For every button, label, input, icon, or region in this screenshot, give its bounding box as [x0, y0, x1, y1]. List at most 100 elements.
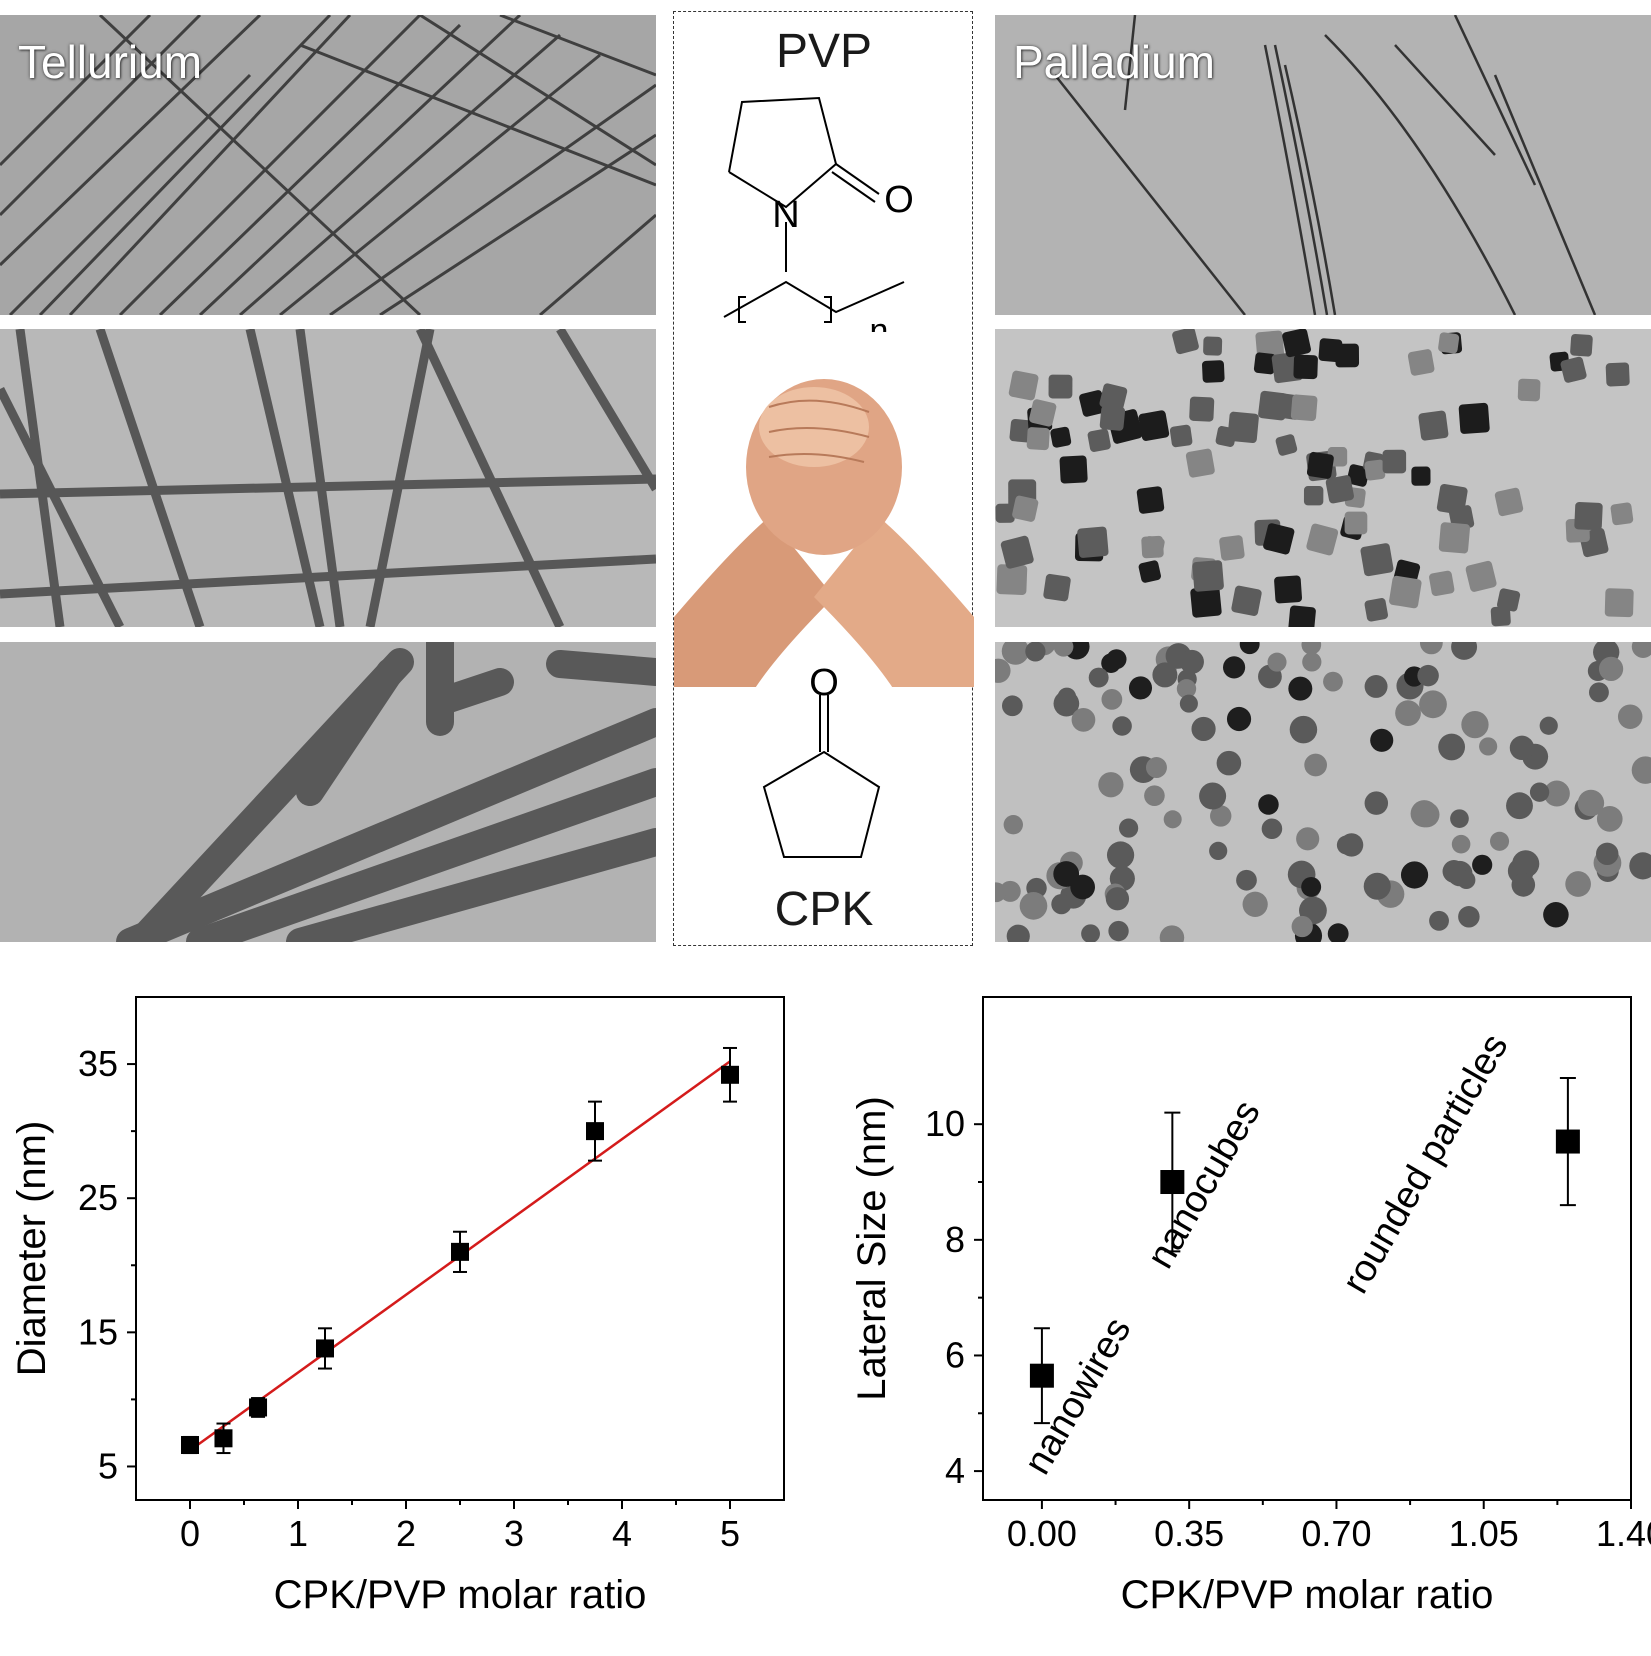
- rounded-particle: [1617, 704, 1643, 729]
- nanocube-particle: [1610, 502, 1634, 526]
- morphology-annotation: nanocubes: [1139, 1093, 1268, 1275]
- rounded-particle: [1001, 695, 1023, 717]
- nanocube-particle: [1605, 362, 1630, 387]
- nanocube-particle: [1303, 486, 1324, 506]
- rounded-particle: [1417, 664, 1439, 687]
- y-axis-label: Diameter (nm): [10, 1121, 54, 1377]
- nanocube-particle: [1436, 484, 1468, 515]
- nanocube-particle: [995, 503, 1015, 523]
- x-tick-label: 1.05: [1449, 1513, 1519, 1554]
- arm-wrestling-illustration: [674, 379, 974, 687]
- nanocube-particle: [1189, 396, 1215, 422]
- rounded-particle: [1191, 716, 1216, 742]
- data-point: [1029, 1363, 1054, 1388]
- rounded-particle: [1163, 810, 1182, 829]
- nanocube-particle: [1306, 451, 1334, 479]
- rounded-particle: [1565, 871, 1591, 897]
- y-tick-label: 35: [78, 1043, 118, 1084]
- nanocube-particle: [996, 564, 1028, 595]
- rounded-particle: [1176, 679, 1197, 699]
- pvp-structure: N O n: [723, 96, 914, 332]
- rounded-particle: [1081, 924, 1100, 942]
- nanocube-particle: [1077, 526, 1109, 558]
- x-tick-label: 4: [612, 1513, 632, 1554]
- rounded-particle: [1145, 757, 1167, 778]
- nanocube-particle: [1138, 560, 1161, 583]
- plot-frame: [982, 996, 1632, 1501]
- rounded-particle: [1457, 870, 1476, 890]
- cpk-label: CPK: [774, 883, 874, 936]
- rounded-particle: [1539, 716, 1558, 735]
- rounded-particle: [1596, 806, 1623, 832]
- rounded-particle: [1419, 690, 1447, 719]
- rounded-particle: [1179, 649, 1204, 674]
- rounded-particle: [1242, 891, 1268, 917]
- rounded-particle: [1289, 715, 1318, 744]
- palladium-micrograph-3: [995, 642, 1651, 942]
- palladium-nanocubes-image: [995, 329, 1651, 627]
- rounded-particle: [1429, 910, 1449, 931]
- rounded-particle: [995, 658, 1011, 683]
- nanocube-particle: [1275, 434, 1298, 456]
- y-axis-label: Lateral Size (nm): [850, 1096, 894, 1401]
- data-point: [249, 1398, 268, 1417]
- nanocube-particle: [1048, 374, 1073, 399]
- palladium-micrograph-2: [995, 329, 1651, 627]
- nanocube-particle: [1293, 354, 1318, 380]
- nanocube-particle: [1282, 329, 1311, 358]
- rounded-particle: [1370, 728, 1394, 752]
- rounded-particle: [1506, 792, 1533, 820]
- nanocube-particle: [1494, 487, 1524, 517]
- y-tick-label: 25: [78, 1177, 118, 1218]
- nanocube-particle: [1288, 605, 1316, 627]
- nanocube-particle: [1411, 466, 1431, 486]
- palladium-nanowires-image: [995, 15, 1651, 315]
- nanocube-particle: [1255, 330, 1285, 360]
- rounded-particle: [1450, 809, 1469, 828]
- y-tick-label: 4: [945, 1450, 965, 1491]
- nanocube-particle: [1029, 399, 1057, 427]
- data-point: [451, 1242, 469, 1261]
- x-tick-label: 3: [504, 1513, 524, 1554]
- rounded-particle: [1458, 906, 1480, 928]
- rounded-particle: [1025, 642, 1046, 662]
- nanocube-particle: [1138, 410, 1170, 441]
- rounded-particle: [1301, 642, 1322, 655]
- rounded-particle: [1629, 852, 1651, 880]
- nanocube-particle: [1185, 448, 1215, 478]
- rounded-particle: [995, 882, 1007, 903]
- morphology-annotation: rounded particles: [1334, 1027, 1516, 1300]
- rounded-particle: [1363, 872, 1391, 900]
- nanocube-particle: [1604, 588, 1634, 618]
- x-axis-label: CPK/PVP molar ratio: [1121, 1573, 1494, 1617]
- rounded-particle: [1461, 711, 1489, 739]
- rounded-particle: [1577, 789, 1605, 817]
- rounded-particle: [1199, 782, 1227, 810]
- rounded-particle: [1631, 756, 1651, 784]
- rounded-particle: [1053, 861, 1080, 887]
- nanocube-particle: [1043, 573, 1071, 602]
- nanocube-particle: [1172, 329, 1199, 355]
- nanocube-particle: [1574, 501, 1603, 531]
- rounded-particle: [1301, 876, 1322, 897]
- rounded-particle: [1088, 667, 1109, 688]
- nanocube-particle: [1517, 378, 1541, 402]
- nanocube-particle: [1560, 356, 1587, 383]
- nanocube-particle: [1099, 383, 1128, 412]
- rounded-particle: [1419, 642, 1443, 655]
- nanocube-particle: [1360, 543, 1394, 577]
- nanocube-particle: [1192, 560, 1224, 592]
- nanocube-particle: [1382, 449, 1407, 474]
- x-tick-label: 1.40: [1596, 1513, 1651, 1554]
- x-tick-label: 5: [720, 1513, 740, 1554]
- rounded-particle: [1216, 750, 1242, 776]
- data-point: [214, 1429, 233, 1448]
- rounded-particle: [1258, 794, 1279, 815]
- nanocube-particle: [1490, 606, 1511, 627]
- nanocube-particle: [1438, 332, 1460, 354]
- tellurium-micrograph-3: [0, 642, 656, 942]
- nanocube-particle: [1258, 390, 1288, 421]
- tellurium-label: Tellurium: [18, 36, 203, 88]
- x-axis-label: CPK/PVP molar ratio: [274, 1573, 647, 1617]
- nanocube-particle: [1227, 411, 1259, 444]
